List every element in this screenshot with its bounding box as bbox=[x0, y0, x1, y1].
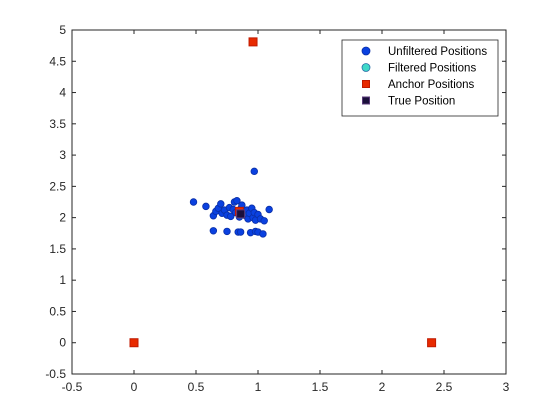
y-tick-label: 3.5 bbox=[49, 117, 66, 131]
y-tick-label: 0.5 bbox=[49, 304, 66, 318]
legend-marker bbox=[361, 46, 371, 56]
y-tick-label: 5 bbox=[59, 23, 66, 37]
data-point-square bbox=[427, 338, 437, 348]
x-tick-label: 3 bbox=[503, 380, 510, 394]
legend-label: Anchor Positions bbox=[388, 79, 475, 91]
x-tick-label: 0.5 bbox=[188, 380, 205, 394]
data-point bbox=[236, 228, 245, 236]
series-3 bbox=[236, 209, 246, 219]
legend-marker bbox=[362, 80, 370, 88]
data-point bbox=[265, 205, 273, 214]
legend-entry: Anchor Positions bbox=[362, 79, 475, 91]
data-point bbox=[209, 227, 218, 235]
axes: -0.5 0 0.5 1 1.5 2 2.5 3 -0.5 0 0.5 1 1.5 2 2.5 3 3.5 4 4.… bbox=[45, 23, 509, 394]
x-tick-label: 1 bbox=[255, 380, 262, 394]
data-point bbox=[227, 212, 235, 221]
data-point-square bbox=[236, 209, 246, 219]
legend-marker bbox=[361, 63, 371, 72]
x-tick-label: 0 bbox=[131, 380, 138, 394]
legend-label: Filtered Positions bbox=[388, 63, 476, 75]
data-point-square bbox=[129, 338, 139, 348]
y-tick-label: 2 bbox=[59, 211, 66, 225]
y-tick-label: 2.5 bbox=[49, 179, 66, 193]
y-tick-label: -0.5 bbox=[45, 367, 66, 381]
legend-label: True Position bbox=[388, 96, 455, 108]
y-tick-label: 0 bbox=[59, 336, 66, 350]
y-tick-label: 4.5 bbox=[49, 54, 66, 68]
y-tick-label: 3 bbox=[59, 148, 66, 162]
legend-entry: True Position bbox=[362, 96, 455, 108]
data-point bbox=[223, 227, 231, 236]
legend-label: Unfiltered Positions bbox=[388, 46, 487, 58]
x-tick-label: 2.5 bbox=[436, 380, 453, 394]
y-tick-label: 1.5 bbox=[49, 242, 66, 256]
legend-marker bbox=[362, 96, 370, 105]
data-marks bbox=[129, 37, 437, 348]
data-point bbox=[202, 202, 210, 211]
data-point bbox=[189, 198, 198, 206]
y-tick-label: 4 bbox=[59, 86, 66, 100]
x-tick-label: 1.5 bbox=[312, 380, 329, 394]
data-point-square bbox=[248, 37, 258, 47]
legend-entry: Unfiltered Positions bbox=[361, 46, 487, 58]
legend: Unfiltered Positions Filtered Positions An… bbox=[341, 39, 499, 117]
data-point bbox=[233, 197, 241, 205]
data-point bbox=[259, 230, 267, 238]
y-tick-label: 1 bbox=[59, 273, 66, 287]
axes-box bbox=[71, 29, 507, 375]
legend-entry: Filtered Positions bbox=[361, 63, 476, 75]
x-tick-label: 2 bbox=[379, 380, 386, 394]
x-tick-label: -0.5 bbox=[62, 380, 83, 394]
data-point bbox=[250, 167, 258, 176]
data-point bbox=[217, 200, 225, 208]
data-point bbox=[260, 217, 268, 225]
